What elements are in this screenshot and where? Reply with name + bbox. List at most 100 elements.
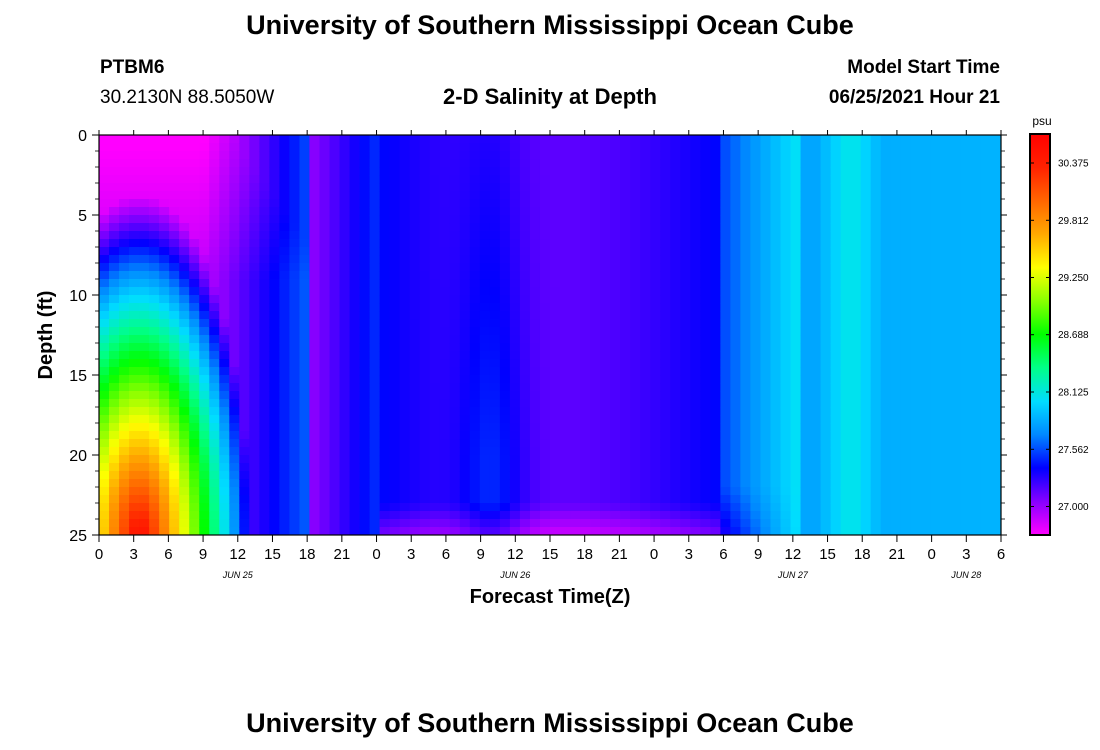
heatmap-cell xyxy=(519,479,531,488)
heatmap-cell xyxy=(189,431,200,440)
heatmap-cell xyxy=(349,199,361,208)
heatmap-cell xyxy=(419,263,431,272)
heatmap-cell xyxy=(459,151,471,160)
heatmap-cell xyxy=(890,431,902,440)
heatmap-cell xyxy=(169,223,180,232)
heatmap-cell xyxy=(940,287,952,296)
heatmap-cell xyxy=(159,431,170,440)
heatmap-cell xyxy=(680,415,691,424)
heatmap-cell xyxy=(539,367,551,376)
heatmap-cell xyxy=(750,303,762,312)
heatmap-cell xyxy=(269,415,280,424)
heatmap-cell xyxy=(189,343,200,352)
heatmap-cell xyxy=(700,135,711,144)
heatmap-cell xyxy=(139,503,150,512)
heatmap-cell xyxy=(319,495,331,504)
heatmap-cell xyxy=(740,407,752,416)
heatmap-cell xyxy=(610,135,621,144)
heatmap-cell xyxy=(439,135,451,144)
heatmap-cell xyxy=(940,527,952,535)
heatmap-cell xyxy=(389,415,401,424)
heatmap-cell xyxy=(780,327,792,336)
heatmap-cell xyxy=(169,527,180,535)
heatmap-cell xyxy=(810,199,822,208)
heatmap-cell xyxy=(960,503,972,512)
heatmap-cell xyxy=(109,335,120,344)
heatmap-cell xyxy=(469,255,481,264)
heatmap-cell xyxy=(329,487,341,496)
heatmap-cell xyxy=(289,383,301,392)
heatmap-cell xyxy=(650,343,661,352)
heatmap-cell xyxy=(550,271,561,280)
heatmap-cell xyxy=(870,151,882,160)
heatmap-cell xyxy=(940,255,952,264)
heatmap-cell xyxy=(810,423,822,432)
heatmap-cell xyxy=(660,319,671,328)
heatmap-cell xyxy=(790,391,802,400)
heatmap-cell xyxy=(980,335,992,344)
heatmap-cell xyxy=(529,319,541,328)
heatmap-cell xyxy=(860,455,872,464)
heatmap-cell xyxy=(550,263,561,272)
heatmap-cell xyxy=(259,231,270,240)
heatmap-cell xyxy=(680,231,691,240)
heatmap-cell xyxy=(600,135,611,144)
heatmap-cell xyxy=(259,447,270,456)
heatmap-cell xyxy=(770,287,782,296)
heatmap-cell xyxy=(259,487,270,496)
heatmap-cell xyxy=(439,295,451,304)
heatmap-cell xyxy=(790,239,802,248)
heatmap-cell xyxy=(199,191,210,200)
heatmap-cell xyxy=(519,383,531,392)
heatmap-cell xyxy=(189,199,200,208)
heatmap-cell xyxy=(119,367,130,376)
heatmap-cell xyxy=(99,495,110,504)
heatmap-cell xyxy=(509,431,521,440)
heatmap-cell xyxy=(790,343,802,352)
heatmap-cell xyxy=(479,215,491,224)
heatmap-cell xyxy=(199,231,210,240)
heatmap-cell xyxy=(630,399,641,408)
heatmap-cell xyxy=(369,287,381,296)
heatmap-cell xyxy=(179,327,190,336)
heatmap-cell xyxy=(529,495,541,504)
heatmap-cell xyxy=(419,423,431,432)
heatmap-cell xyxy=(489,151,501,160)
heatmap-cell xyxy=(730,479,742,488)
heatmap-cell xyxy=(640,231,651,240)
heatmap-cell xyxy=(860,415,872,424)
heatmap-cell xyxy=(209,279,220,288)
heatmap-cell xyxy=(429,239,441,248)
heatmap-cell xyxy=(910,335,922,344)
heatmap-cell xyxy=(740,167,752,176)
heatmap-cell xyxy=(489,263,501,272)
heatmap-cell xyxy=(399,503,411,512)
heatmap-cell xyxy=(950,263,962,272)
heatmap-cell xyxy=(419,335,431,344)
heatmap-cell xyxy=(960,343,972,352)
heatmap-cell xyxy=(940,215,952,224)
heatmap-cell xyxy=(519,143,531,152)
heatmap-cell xyxy=(870,359,882,368)
heatmap-cell xyxy=(560,199,571,208)
heatmap-cell xyxy=(519,287,531,296)
heatmap-cell xyxy=(459,207,471,216)
heatmap-cell xyxy=(670,463,681,472)
heatmap-cell xyxy=(620,215,631,224)
heatmap-cell xyxy=(479,279,491,288)
heatmap-cell xyxy=(429,183,441,192)
heatmap-cell xyxy=(349,151,361,160)
heatmap-cell xyxy=(760,175,772,184)
heatmap-cell xyxy=(529,487,541,496)
heatmap-cell xyxy=(309,399,321,408)
heatmap-cell xyxy=(489,471,501,480)
heatmap-cell xyxy=(469,143,481,152)
heatmap-cell xyxy=(399,175,411,184)
heatmap-cell xyxy=(910,151,922,160)
heatmap-cell xyxy=(239,487,250,496)
heatmap-cell xyxy=(740,303,752,312)
heatmap-cell xyxy=(279,263,291,272)
heatmap-cell xyxy=(289,407,301,416)
heatmap-cell xyxy=(890,143,902,152)
heatmap-cell xyxy=(209,303,220,312)
